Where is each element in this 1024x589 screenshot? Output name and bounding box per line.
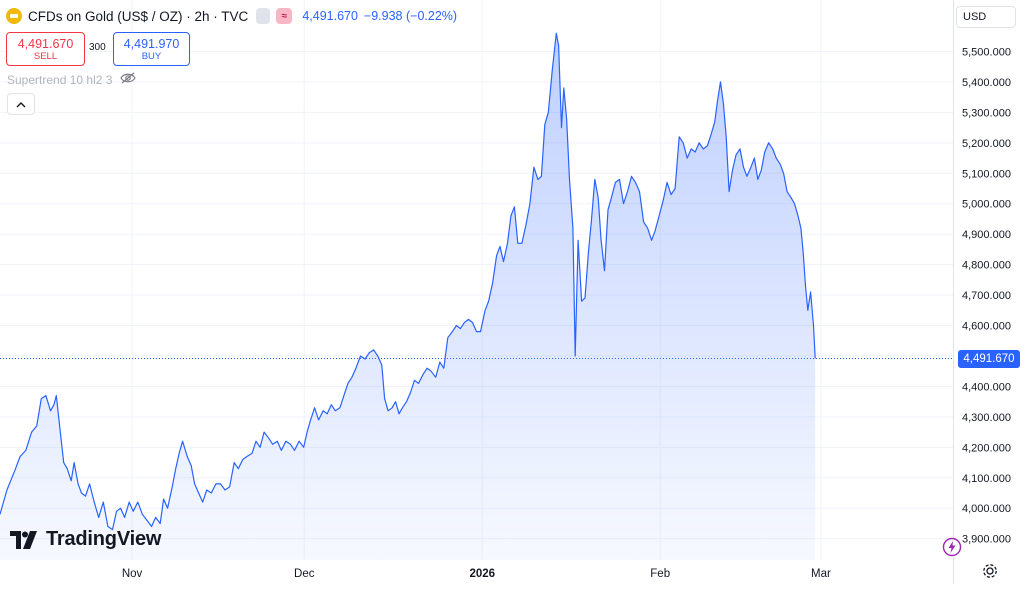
buy-price: 4,491.970 (123, 36, 180, 51)
y-tick-label: 4,800.000 (962, 260, 1011, 272)
tradingview-logo[interactable]: TradingView (10, 528, 161, 551)
brand-name: TradingView (46, 528, 162, 550)
sell-button[interactable]: 4,491.670 SELL (6, 32, 85, 66)
lightning-icon (942, 537, 962, 557)
sell-label: SELL (33, 50, 58, 62)
collapse-legend-button[interactable] (7, 93, 35, 115)
y-tick-label: 5,100.000 (962, 168, 1011, 180)
y-tick-label: 4,200.000 (962, 442, 1011, 454)
x-tick-label: Mar (811, 568, 831, 580)
settings-button[interactable] (982, 563, 998, 584)
settings-icon (983, 564, 997, 578)
buy-button[interactable]: 4,491.970 BUY (113, 32, 190, 66)
x-tick-label: 2026 (469, 568, 495, 580)
y-tick-label: 4,300.000 (962, 412, 1011, 424)
x-tick-label: Nov (122, 568, 143, 580)
indicator-legend[interactable]: Supertrend 10 hl2 3 (7, 72, 137, 87)
price-line[interactable] (0, 32, 816, 531)
sell-price: 4,491.670 (17, 36, 74, 51)
x-tick-label: Dec (294, 568, 315, 580)
price-change: −9.938 (−0.22%) (363, 9, 458, 23)
symbol-title[interactable]: CFDs on Gold (US$ / OZ) · 2h · TVC (28, 8, 249, 24)
spread-value: 300 (89, 42, 106, 53)
eye-off-icon[interactable] (120, 72, 137, 87)
minimize-button[interactable] (256, 8, 271, 24)
x-tick-label: Feb (650, 568, 670, 580)
y-tick-label: 3,900.000 (962, 534, 1011, 546)
last-price: 4,491.670 (302, 9, 358, 23)
y-tick-label: 5,500.000 (962, 46, 1011, 58)
price-area-fill (0, 33, 816, 560)
tradingview-logo-icon (10, 530, 37, 549)
y-tick-label: 4,400.000 (962, 381, 1011, 393)
y-tick-label: 4,600.000 (962, 321, 1011, 333)
y-tick-label: 4,700.000 (962, 290, 1011, 302)
y-tick-label: 4,900.000 (962, 229, 1011, 241)
currency-select[interactable]: USD (956, 6, 1016, 28)
y-tick-label: 4,000.000 (962, 503, 1011, 515)
compare-button[interactable]: ≈ (276, 8, 293, 24)
y-tick-label: 5,000.000 (962, 199, 1011, 211)
y-tick-label: 5,400.000 (962, 77, 1011, 89)
gold-coin-icon (6, 8, 22, 24)
last-price-tag: 4,491.670 (958, 349, 1020, 368)
lightning-button[interactable] (942, 537, 962, 557)
buy-label: BUY (141, 50, 162, 62)
chevron-up-icon (16, 101, 26, 107)
symbol-header: CFDs on Gold (US$ / OZ) · 2h · TVC ≈ 4,4… (6, 8, 457, 24)
y-tick-label: 4,100.000 (962, 473, 1011, 485)
indicator-label: Supertrend 10 hl2 3 (7, 72, 113, 87)
y-tick-label: 5,300.000 (962, 107, 1011, 119)
y-tick-label: 5,200.000 (962, 138, 1011, 150)
